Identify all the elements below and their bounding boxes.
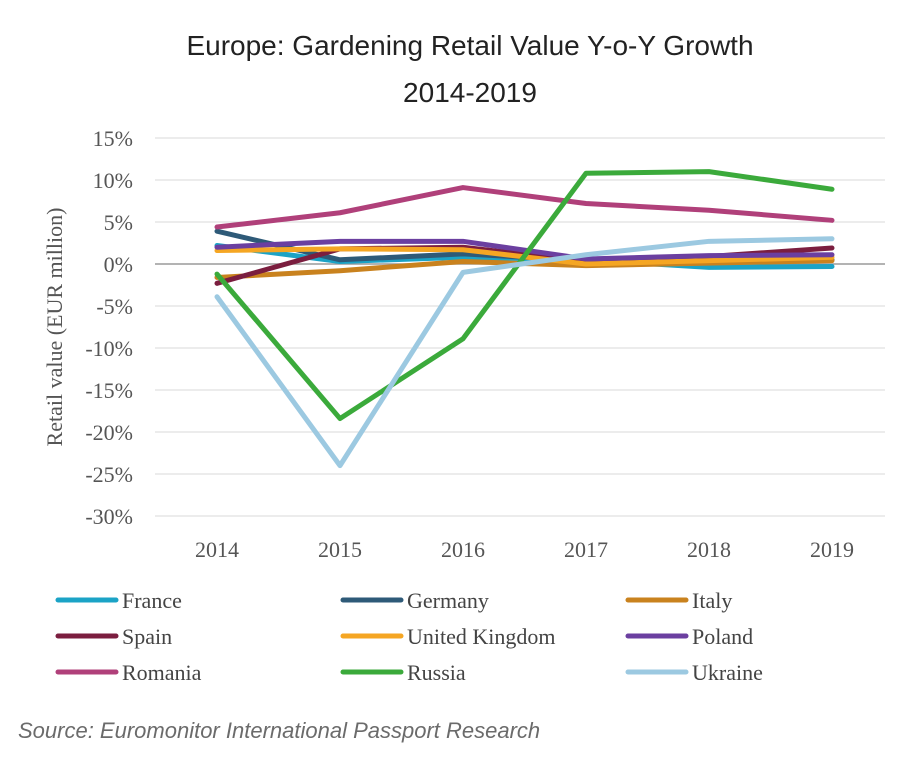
y-tick-label: 0%: [104, 252, 133, 277]
x-tick-labels: 2014 2015 2016 2017 2018 2019: [195, 537, 854, 562]
legend-label-romania: Romania: [122, 660, 202, 685]
legend-label-poland: Poland: [692, 624, 753, 649]
series-lines: [214, 169, 835, 469]
x-tick-label: 2017: [564, 537, 608, 562]
y-tick-label: -5%: [96, 294, 133, 319]
source-note: Source: Euromonitor International Passpo…: [18, 718, 541, 743]
series-line-poland: [214, 238, 835, 262]
y-tick-label: 5%: [104, 210, 133, 235]
legend-label-united-kingdom: United Kingdom: [407, 624, 556, 649]
chart-subtitle: 2014-2019: [403, 77, 537, 108]
x-tick-label: 2016: [441, 537, 485, 562]
y-axis-label: Retail value (EUR million): [42, 208, 67, 447]
x-tick-label: 2018: [687, 537, 731, 562]
legend-label-italy: Italy: [692, 588, 732, 613]
series-line-ukraine: [214, 236, 835, 469]
legend-label-france: France: [122, 588, 182, 613]
series-line-romania: [214, 185, 835, 230]
x-tick-label: 2019: [810, 537, 854, 562]
y-tick-label: -10%: [85, 336, 133, 361]
series-line-russia: [214, 169, 835, 422]
y-tick-label: -30%: [85, 504, 133, 529]
y-tick-label: 10%: [93, 168, 133, 193]
legend-label-germany: Germany: [407, 588, 489, 613]
x-tick-label: 2014: [195, 537, 239, 562]
y-tick-label: -20%: [85, 420, 133, 445]
legend-label-spain: Spain: [122, 624, 172, 649]
chart-title: Europe: Gardening Retail Value Y-o-Y Gro…: [186, 30, 753, 61]
y-tick-label: -15%: [85, 378, 133, 403]
legend-label-ukraine: Ukraine: [692, 660, 763, 685]
x-tick-label: 2015: [318, 537, 362, 562]
legend: France Germany Italy Spain United Kingdom Pol…: [55, 588, 763, 685]
legend-label-russia: Russia: [407, 660, 466, 685]
y-tick-label: -25%: [85, 462, 133, 487]
y-tick-label: 15%: [93, 126, 133, 151]
y-tick-labels: 15% 10% 5% 0% -5% -10% -15% -20% -25% -30%: [85, 126, 133, 529]
